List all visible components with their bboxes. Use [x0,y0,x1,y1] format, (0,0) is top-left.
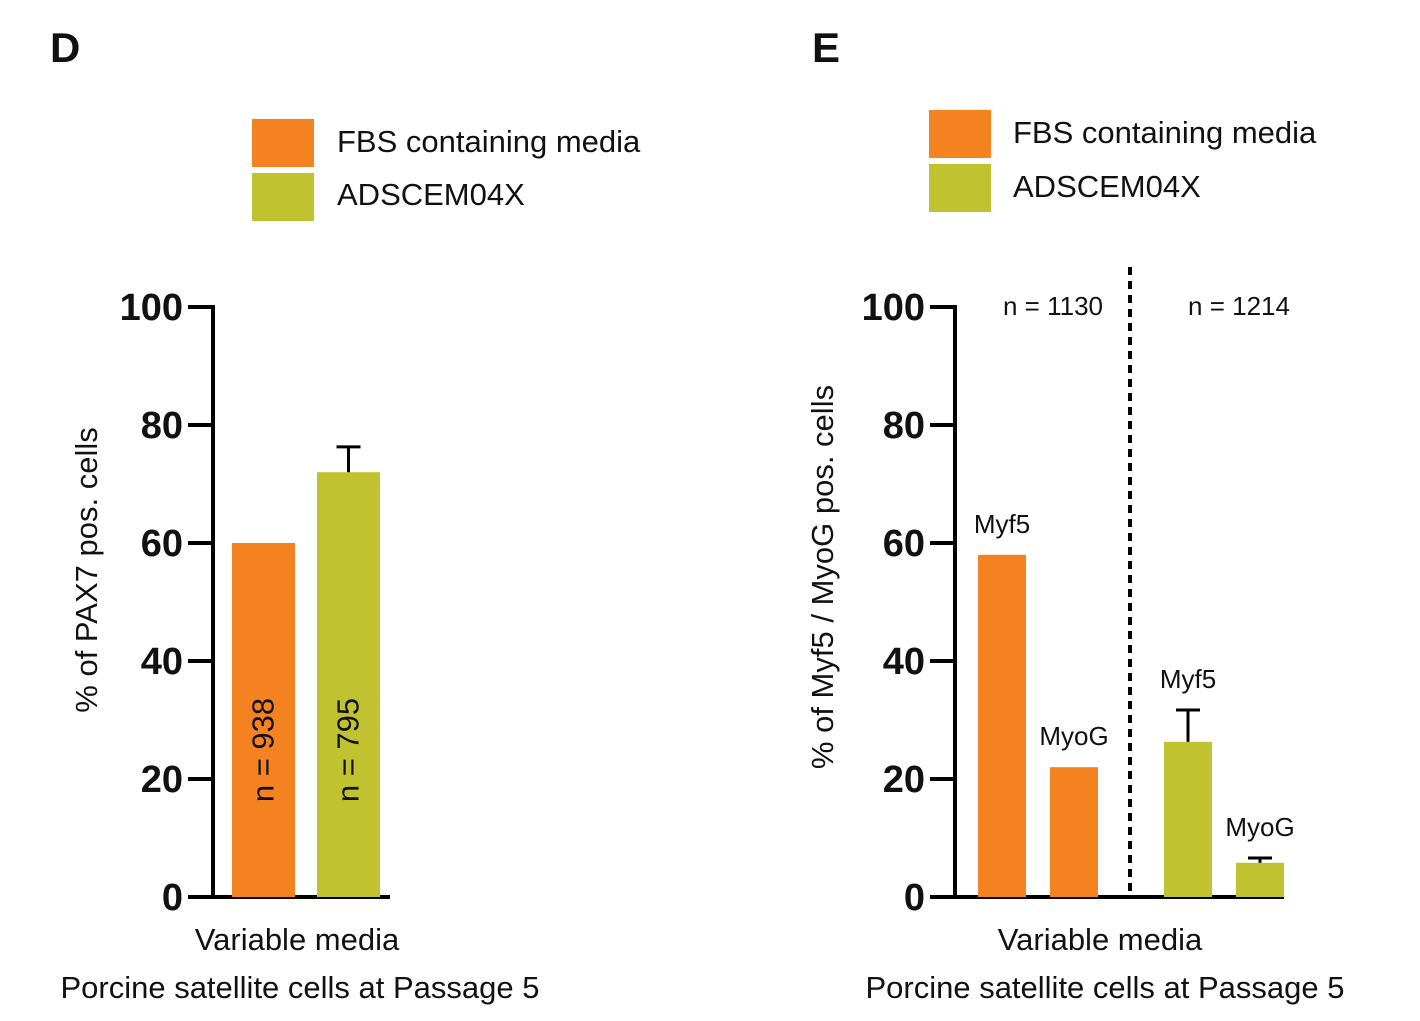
bar [232,543,295,897]
bar [1164,741,1212,897]
panel-label: E [812,24,840,71]
y-tick-label: 60 [141,523,183,565]
bar-marker-label: MyoG [1225,812,1294,842]
y-tick-label: 0 [162,877,183,919]
legend-swatch-adscem04x [252,173,314,221]
legend-label: FBS containing media [337,124,641,159]
legend-label: ADSCEM04X [1013,169,1201,204]
bar-marker-label: Myf5 [1160,664,1216,694]
x-axis-label: Variable media [195,922,400,957]
panel-label: D [50,24,80,71]
group-n-label: n = 1214 [1188,291,1290,321]
y-tick-label: 80 [883,405,925,447]
y-tick-label: 0 [904,877,925,919]
y-tick-label: 100 [120,287,183,329]
y-axis-label: % of Myf5 / MyoG pos. cells [805,385,840,769]
y-tick-label: 80 [141,405,183,447]
group-n-label: n = 1130 [1003,291,1103,321]
y-tick-label: 40 [141,641,183,683]
x-axis-label: Variable media [998,922,1203,957]
bar [1050,767,1098,897]
caption: Porcine satellite cells at Passage 5 [60,970,539,1005]
y-tick-label: 20 [883,759,925,801]
y-axis-label: % of PAX7 pos. cells [69,427,104,712]
bar-marker-label: Myf5 [974,509,1030,539]
y-tick-label: 100 [862,287,925,329]
bar-n-label: n = 938 [246,698,281,802]
bar [1236,862,1284,897]
legend-label: ADSCEM04X [337,177,525,212]
bar-n-label: n = 795 [331,698,366,802]
bar [317,472,380,897]
y-tick-label: 20 [141,759,183,801]
legend-swatch-fbs [252,119,314,167]
caption: Porcine satellite cells at Passage 5 [865,970,1344,1005]
bar-marker-label: MyoG [1039,721,1108,751]
bar [978,554,1026,897]
legend-swatch-adscem04x [929,164,991,212]
legend-swatch-fbs [929,110,991,158]
legend-label: FBS containing media [1013,115,1317,150]
y-tick-label: 60 [883,523,925,565]
y-tick-label: 40 [883,641,925,683]
